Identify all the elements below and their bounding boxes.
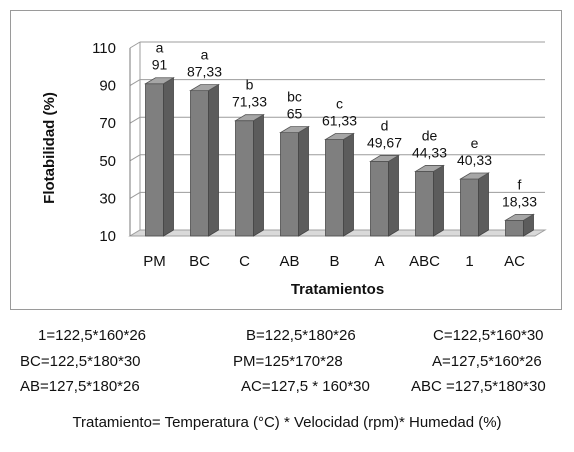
treatment-legend: 1=122,5*160*26 B=122,5*180*26 C=122,5*16… xyxy=(0,312,574,452)
significance-letter-BC: a xyxy=(201,47,209,63)
legend-entry-bc: BC=122,5*180*30 xyxy=(20,353,141,370)
value-label-A: 49,67 xyxy=(367,134,402,150)
value-label-C: 71,33 xyxy=(232,94,267,110)
value-label-ABC: 44,33 xyxy=(412,144,447,160)
significance-letter-B: c xyxy=(336,95,343,111)
bar-top-PM xyxy=(144,77,175,85)
x-tick-label-BC: BC xyxy=(189,253,210,270)
value-label-AB: 65 xyxy=(287,106,303,122)
bar-side-1 xyxy=(478,172,489,237)
gridline-depth-5 xyxy=(129,41,141,49)
bar-C xyxy=(235,120,254,237)
legend-entry-c: C=122,5*160*30 xyxy=(433,327,544,344)
bar-AC xyxy=(505,219,524,237)
significance-letter-AC: f xyxy=(518,176,522,192)
legend-entry-abc: ABC =127,5*180*30 xyxy=(411,378,546,395)
legend-entry-ac: AC=127,5 * 160*30 xyxy=(241,378,370,395)
gridline-depth-2 xyxy=(129,154,141,162)
bar-side-A xyxy=(388,154,399,237)
x-tick-label-B: B xyxy=(329,253,339,270)
gridline-depth-1 xyxy=(129,191,141,199)
bar-top-AB xyxy=(279,126,310,134)
y-tick-label-0: 10 xyxy=(99,228,116,245)
gridline-depth-4 xyxy=(129,79,141,87)
x-axis-title: Tratamientos xyxy=(291,281,384,298)
bar-side-ABC xyxy=(433,164,444,237)
x-tick-label-AB: AB xyxy=(279,253,299,270)
significance-letter-A: d xyxy=(381,117,389,133)
bar-top-B xyxy=(324,133,355,140)
significance-letter-1: e xyxy=(471,135,479,151)
bar-AB xyxy=(280,132,299,237)
significance-letter-ABC: de xyxy=(422,127,438,143)
x-tick-label-1: 1 xyxy=(465,253,473,270)
legend-entry-b: B=122,5*180*26 xyxy=(246,327,356,344)
value-label-1: 40,33 xyxy=(457,152,492,168)
y-tick-label-1: 30 xyxy=(99,190,116,207)
bar-ABC xyxy=(415,171,434,237)
bar-PM xyxy=(145,83,164,237)
bar-side-AB xyxy=(298,125,309,237)
y-tick-label-2: 50 xyxy=(99,153,116,170)
bar-top-BC xyxy=(189,84,220,92)
y-tick-label-5: 110 xyxy=(92,40,116,57)
bar-1 xyxy=(460,178,479,237)
legend-entry-a: A=127,5*160*26 xyxy=(432,353,542,370)
chart-frame xyxy=(10,10,562,310)
x-tick-label-C: C xyxy=(239,253,250,270)
significance-letter-PM: a xyxy=(156,40,164,56)
significance-letter-AB: bc xyxy=(287,89,302,105)
x-tick-label-ABC: ABC xyxy=(409,253,440,270)
bar-side-PM xyxy=(163,77,174,237)
value-label-B: 61,33 xyxy=(322,112,357,128)
treatment-footnote: Tratamiento= Temperatura (°C) * Velocida… xyxy=(72,414,502,431)
bar-A xyxy=(370,161,389,237)
gridline-depth-3 xyxy=(129,116,141,124)
value-label-AC: 18,33 xyxy=(502,193,537,209)
bar-top-1 xyxy=(459,172,490,180)
legend-entry-1: 1=122,5*160*26 xyxy=(38,327,147,344)
x-tick-label-PM: PM xyxy=(143,253,166,270)
value-label-BC: 87,33 xyxy=(187,64,222,80)
bar-top-ABC xyxy=(414,165,445,172)
value-label-PM: 91 xyxy=(152,57,168,73)
y-axis-title: Flotabilidad (%) xyxy=(41,92,58,204)
significance-letter-C: b xyxy=(246,77,254,93)
x-tick-label-A: A xyxy=(374,253,384,270)
y-tick-label-4: 90 xyxy=(99,78,116,95)
legend-entry-pm: PM=125*170*28 xyxy=(233,353,343,370)
bar-side-B xyxy=(343,132,354,237)
bar-side-BC xyxy=(208,83,219,237)
bar-side-C xyxy=(253,113,264,237)
bar-B xyxy=(325,139,344,237)
bar-BC xyxy=(190,90,209,237)
x-tick-label-AC: AC xyxy=(504,253,525,270)
y-tick-label-3: 70 xyxy=(99,115,116,132)
bar-top-C xyxy=(234,114,265,122)
bar-top-A xyxy=(369,155,400,162)
legend-entry-ab: AB=127,5*180*26 xyxy=(20,378,140,395)
bar-top-AC xyxy=(504,213,535,221)
